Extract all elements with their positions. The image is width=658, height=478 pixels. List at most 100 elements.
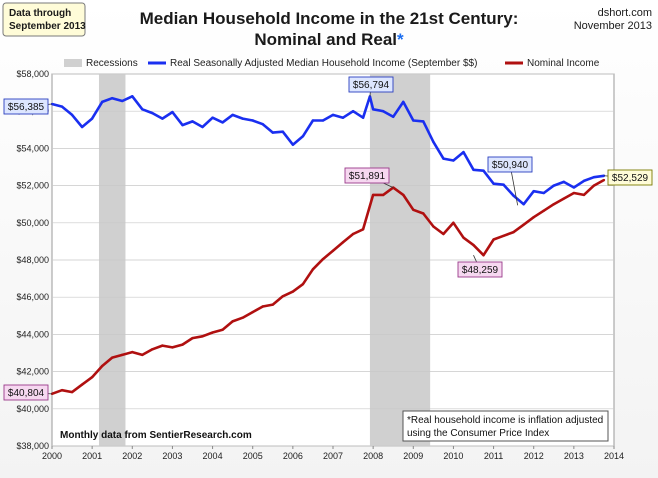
nominal-income-point [291,290,295,293]
real-income-point [532,189,535,193]
real-income-point [161,117,164,120]
real-income-point [100,100,104,104]
nominal-income-point [70,390,74,394]
nominal-income-point [562,197,566,200]
real-income-point [121,99,124,103]
x-tick-label: 2000 [42,451,62,461]
nominal-income-point [502,234,505,238]
nominal-income-point [542,209,545,212]
nominal-income-point [402,193,405,197]
annotation-box [487,156,533,173]
note-line2: using the Consumer Price Index [407,428,549,439]
real-income-point [291,143,295,146]
y-tick-label: $50,000 [16,218,49,228]
real-income-point [442,157,445,160]
nominal-income-point [371,193,375,197]
x-tick-label: 2005 [243,451,263,461]
nominal-income-point [171,346,174,349]
nominal-income-point [121,353,124,357]
nominal-income-point [412,208,415,211]
x-tick-label: 2004 [203,451,223,461]
nominal-income-point [512,230,515,234]
annotation-label: $51,891 [349,171,386,182]
legend: Recessions Real Seasonally Adjusted Medi… [64,58,600,69]
nominal-income-point [271,303,274,306]
annotation-box [457,261,503,278]
real-income-point [281,130,285,133]
nominal-income-point [482,253,485,257]
nominal-income-point [221,328,224,331]
y-tick-label: $46,000 [16,292,49,302]
real-income-point [592,176,596,179]
real-income-point [492,182,495,185]
y-tick-label: $52,000 [16,181,49,191]
x-tick-label: 2013 [564,451,584,461]
x-tick-label: 2006 [283,451,303,461]
real-income-point [512,194,515,198]
real-income-point [141,108,144,111]
real-income-point [361,116,365,119]
real-income-point [472,168,475,171]
x-tick-label: 2008 [363,451,383,461]
real-income-point [381,110,385,113]
real-income-point [321,119,325,122]
nominal-income-point [251,310,254,314]
real-income-point [582,179,586,183]
x-tick-label: 2009 [403,451,423,461]
y-tick-label: $42,000 [16,367,49,377]
real-income-point [371,108,375,111]
legend-label-nominal: Nominal Income [527,58,600,69]
nominal-income-point [80,383,84,386]
nominal-income-point [161,344,164,347]
x-tick-label: 2003 [162,451,182,461]
real-income-point [151,111,154,115]
x-tick-label: 2007 [323,451,343,461]
annotation-box [344,167,390,184]
real-income-point [301,135,305,138]
nominal-income-point [301,282,305,286]
nominal-income-point [442,232,445,236]
real-income-point [522,203,525,206]
real-income-point [552,184,555,187]
nominal-income-point [432,225,435,228]
nominal-income-point [60,389,64,392]
annotation-label: $52,529 [612,173,649,184]
real-income-point [311,119,315,122]
corner-right-line1: dshort.com [598,7,652,19]
real-income-point [412,119,415,122]
nominal-income-point [281,295,285,298]
legend-label-real: Real Seasonally Adjusted Median Househol… [170,58,477,69]
real-income-point [462,150,465,154]
real-income-point [181,123,184,127]
real-income-point [368,95,372,98]
real-income-point [211,116,214,119]
nominal-income-point [532,216,535,219]
y-tick-label: $38,000 [16,441,49,451]
x-tick-label: 2012 [524,451,544,461]
real-income-point [432,140,435,144]
annotation-label: $48,259 [462,265,499,276]
x-axis-ticks: 2000 2001 2002 2003 2004 2005 2006 2007 2008 2009… [42,446,624,461]
real-income-point [90,117,94,120]
annotation-box [3,98,49,115]
real-income-point [60,105,64,108]
legend-label-recessions: Recessions [86,58,138,69]
note-box [402,410,609,442]
real-income-point [221,121,224,124]
real-income-point [271,131,274,134]
nominal-income-point [90,375,94,379]
real-income-point [482,169,485,172]
nominal-income-point [181,343,184,346]
nominal-income-point [602,178,606,182]
nominal-income-point [331,249,335,252]
corner-left-box [2,2,86,37]
annotation-box [348,76,394,93]
real-income-point [331,113,335,117]
x-tick-label: 2011 [484,451,503,461]
real-income-point [341,116,345,119]
annotation-label: $40,804 [8,388,45,399]
nominal-income-point [241,316,244,319]
legend-swatch-recessions [64,59,82,67]
nominal-income-point [321,257,325,261]
